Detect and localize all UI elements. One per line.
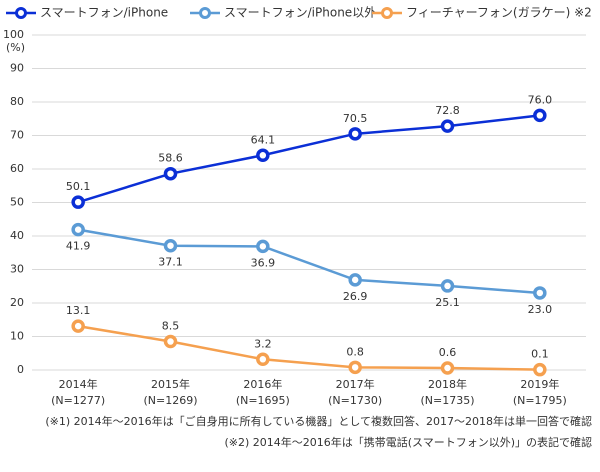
data-label: 72.8 <box>435 104 460 117</box>
y-tick-label: 30 <box>10 263 24 276</box>
point <box>348 127 362 141</box>
point <box>533 286 547 300</box>
point <box>440 361 455 375</box>
x-tick-label: 2018年 <box>428 377 467 391</box>
point <box>533 362 547 377</box>
y-tick-label: 60 <box>10 162 24 175</box>
x-tick-sublabel: (N=1277) <box>51 394 105 407</box>
x-tick-sublabel: (N=1695) <box>236 394 290 407</box>
x-tick-sublabel: (N=1269) <box>143 394 197 407</box>
x-tick-label: 2015年 <box>151 377 190 391</box>
point <box>348 273 362 287</box>
y-tick-label: 50 <box>10 196 24 209</box>
legend-marker <box>199 7 211 19</box>
legend-label: スマートフォン/iPhone以外 <box>224 6 376 20</box>
y-tick-label: 40 <box>10 229 24 242</box>
data-label: 64.1 <box>251 133 276 146</box>
point <box>533 108 547 123</box>
point <box>71 319 85 333</box>
data-label: 8.5 <box>162 320 180 333</box>
data-label: 13.1 <box>66 304 91 317</box>
point <box>163 238 178 253</box>
series-line <box>77 114 540 204</box>
data-label: 0.6 <box>439 346 457 359</box>
point <box>440 279 455 293</box>
legend-label: フィーチャーフォン(ガラケー) ※2 <box>406 6 592 20</box>
x-tick-label: 2016年 <box>243 377 282 391</box>
x-tick-sublabel: (N=1735) <box>420 394 474 407</box>
point <box>256 239 270 254</box>
note: (※1) 2014年～2016年は「ご自身用に所有している機器」として複数回答、… <box>45 414 592 428</box>
point <box>163 166 178 181</box>
y-tick-label: 80 <box>10 95 24 108</box>
y-tick-label: 90 <box>10 62 24 75</box>
note: (※2) 2014年～2016年は「携帯電話(スマートフォン以外)」の表記で確認 <box>224 435 592 449</box>
legend-marker <box>381 7 393 19</box>
series-line <box>77 324 540 371</box>
y-unit: (%) <box>6 41 25 54</box>
legend-marker <box>15 7 27 19</box>
legend-label: スマートフォン/iPhone <box>40 6 168 20</box>
data-label: 41.9 <box>66 240 91 253</box>
data-label: 0.8 <box>346 345 364 358</box>
series-line <box>77 228 540 295</box>
point <box>440 119 455 133</box>
y-tick-label: 70 <box>10 129 24 142</box>
y-tick-label: 100 <box>3 28 24 41</box>
data-label: 26.9 <box>343 290 368 303</box>
data-label: 58.6 <box>158 152 183 165</box>
point <box>348 360 362 375</box>
x-tick-label: 2017年 <box>336 377 375 391</box>
data-label: 37.1 <box>158 256 183 269</box>
data-label: 25.1 <box>435 296 460 309</box>
x-tick-sublabel: (N=1795) <box>513 394 567 407</box>
x-tick-sublabel: (N=1730) <box>328 394 382 407</box>
point <box>163 334 178 349</box>
x-tick-label: 2019年 <box>520 377 559 391</box>
data-label: 36.9 <box>251 256 276 269</box>
point <box>71 195 85 209</box>
data-label: 50.1 <box>66 180 91 193</box>
data-label: 23.0 <box>528 303 553 316</box>
y-tick-label: 20 <box>10 296 24 309</box>
data-label: 76.0 <box>528 93 553 106</box>
y-tick-label: 10 <box>10 330 24 343</box>
x-tick-label: 2014年 <box>59 377 98 391</box>
data-label: 3.2 <box>254 337 272 350</box>
point <box>71 222 85 237</box>
y-tick-label: 0 <box>17 363 24 376</box>
data-label: 70.5 <box>343 112 368 125</box>
point <box>256 148 270 163</box>
data-label: 0.1 <box>531 348 549 361</box>
point <box>256 352 270 367</box>
